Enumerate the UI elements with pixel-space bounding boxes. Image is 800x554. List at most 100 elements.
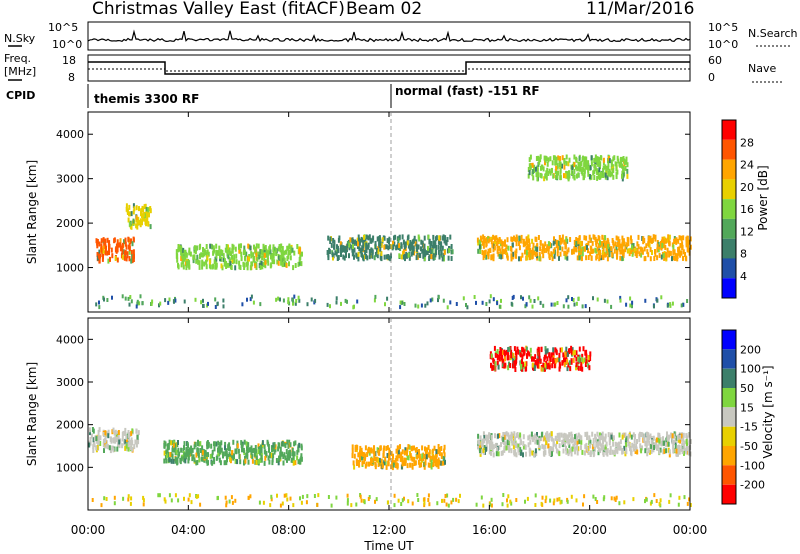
velocity-cell — [630, 434, 633, 440]
velocity-cell — [99, 435, 102, 441]
velocity-cell — [288, 450, 291, 455]
velocity-cell — [98, 427, 101, 433]
velocity-cell — [276, 493, 278, 498]
velocity-cell — [492, 452, 495, 458]
velocity-cell — [206, 443, 209, 449]
power-cell — [292, 265, 295, 271]
power-cell — [606, 299, 609, 304]
velocity-cell — [359, 445, 362, 451]
velocity-cell — [679, 434, 682, 440]
velocity-cell — [536, 432, 538, 437]
power-cell — [249, 245, 252, 251]
power-cell — [100, 247, 103, 253]
velocity-cell — [487, 437, 490, 443]
velocity-cell — [686, 449, 689, 455]
power-cell — [521, 252, 524, 258]
velocity-cell — [130, 430, 133, 436]
power-cell — [278, 255, 281, 261]
power-cell — [188, 250, 191, 256]
power-cell — [629, 303, 632, 308]
power-cell — [339, 248, 342, 254]
velocity-cell — [507, 354, 510, 360]
velocity-cell — [228, 499, 231, 504]
velocity-cell — [283, 493, 286, 498]
velocity-cell — [416, 454, 419, 460]
power-cell — [676, 256, 679, 262]
velocity-cell — [170, 458, 173, 464]
power-cell — [551, 160, 554, 166]
velocity-cell — [538, 355, 541, 361]
velocity-colorbar-frame — [721, 329, 737, 505]
power-cell — [434, 236, 437, 242]
velocity-cell — [503, 434, 506, 440]
power-cell — [434, 240, 437, 246]
velocity-cell — [437, 444, 440, 449]
power-cell — [238, 260, 241, 266]
velocity-cell — [211, 449, 214, 455]
power-cell — [597, 243, 600, 249]
power-cell — [537, 235, 540, 240]
velocity-cell — [545, 435, 548, 441]
power-cell — [205, 251, 208, 257]
power-cell — [132, 218, 135, 224]
velocity-cell — [96, 445, 99, 450]
velocity-cell — [546, 356, 549, 362]
power-cell — [187, 262, 190, 268]
power-cell — [101, 256, 104, 262]
power-cell — [537, 155, 540, 161]
velocity-cell — [426, 447, 428, 453]
power-cell — [607, 170, 610, 176]
power-cell — [667, 238, 670, 244]
velocity-cell — [296, 449, 299, 455]
velocity-cell — [383, 460, 386, 466]
velocity-cell — [667, 447, 670, 453]
velocity-cell — [194, 441, 197, 447]
velocity-cell — [533, 435, 536, 441]
power-cell — [327, 255, 330, 261]
velocity-cell — [532, 356, 535, 362]
power-cell — [561, 237, 564, 243]
velocity-cell — [129, 501, 132, 506]
power-cell — [406, 240, 409, 246]
power-cell — [196, 254, 199, 260]
velocity-cell — [199, 448, 202, 453]
velocity-cell — [351, 448, 354, 454]
velocity-cell — [589, 356, 592, 361]
velocity-cell — [127, 497, 130, 502]
velocity-cell — [223, 460, 226, 466]
velocity-cell — [677, 502, 680, 507]
power-cell — [365, 234, 368, 240]
power-colorbar-swatch — [722, 179, 736, 200]
power-cell — [438, 254, 441, 260]
power-cell — [422, 242, 424, 248]
velocity-cell — [400, 451, 403, 457]
power-cell — [245, 251, 248, 257]
power-cell — [621, 235, 624, 241]
velocity-cell — [279, 503, 282, 508]
velocity-cell — [515, 433, 518, 439]
velocity-cell — [665, 448, 668, 454]
power-cell — [622, 252, 625, 258]
velocity-cell — [666, 431, 668, 437]
power-cell — [412, 247, 415, 252]
velocity-cell — [585, 442, 588, 448]
velocity-cell — [558, 497, 561, 502]
velocity-cell — [568, 439, 571, 445]
power-cell — [143, 204, 146, 210]
velocity-cell — [242, 447, 245, 453]
velocity-cell — [272, 453, 275, 459]
velocity-cell — [190, 451, 193, 457]
power-cell — [575, 237, 578, 242]
power-cell — [646, 249, 649, 255]
velocity-cell — [607, 432, 610, 438]
velocity-cell — [234, 458, 237, 464]
velocity-cell — [142, 498, 145, 503]
power-cell — [546, 167, 549, 173]
velocity-cell — [563, 441, 566, 447]
power-cell — [440, 242, 443, 248]
velocity-cell — [576, 450, 579, 456]
power-cell — [124, 249, 127, 255]
velocity-cell — [526, 353, 529, 358]
power-cell — [619, 249, 622, 255]
power-cell — [263, 256, 266, 261]
